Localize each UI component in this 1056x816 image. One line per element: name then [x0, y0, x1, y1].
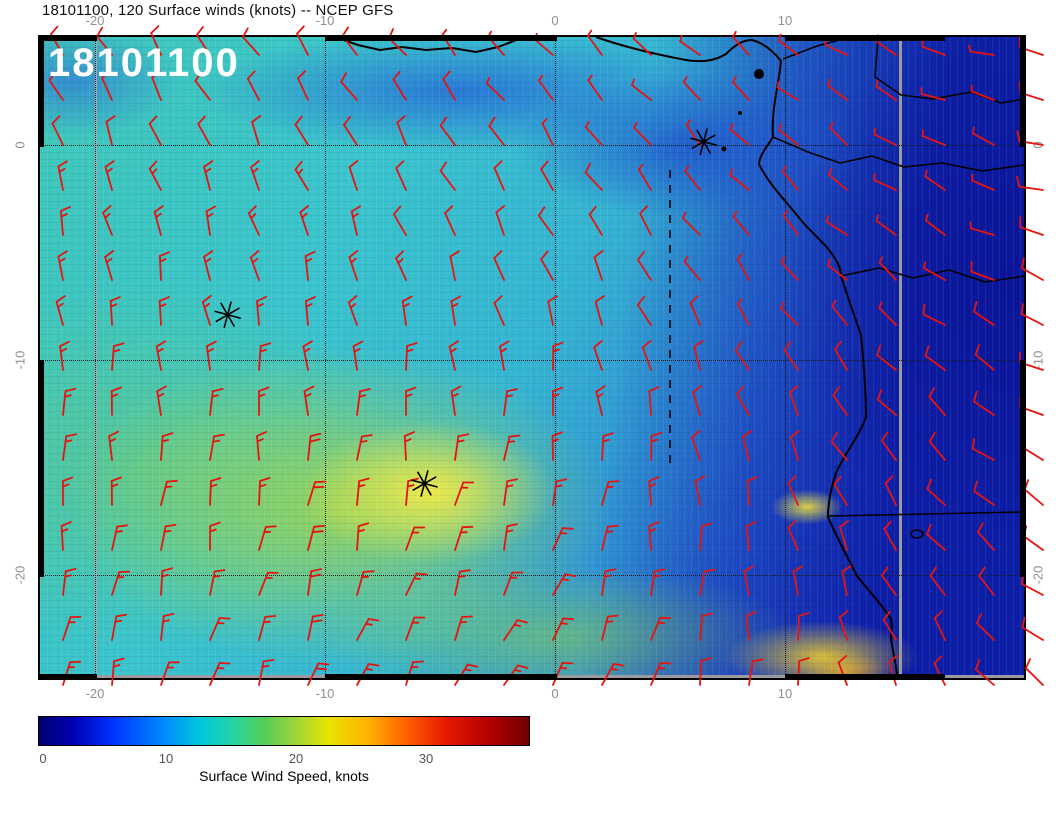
colorbar-label: Surface Wind Speed, knots [199, 768, 369, 784]
lon-tick-bottom-3: 10 [777, 686, 793, 701]
lat-tick-right-0: 0 [1030, 141, 1046, 149]
grid-line-lat-m20 [40, 575, 1024, 576]
frame-bar-bottom-1 [40, 674, 97, 680]
grid-line-lat-0 [40, 145, 1024, 146]
frame-bar-right-1 [1020, 37, 1026, 147]
frame-bar-bottom-3 [785, 674, 945, 680]
frame-bar-left-1 [38, 37, 44, 147]
lon-tick-top-1: -10 [315, 13, 335, 28]
grid-line-lat-m10 [40, 360, 1024, 361]
lat-tick-left-2: -20 [12, 565, 28, 585]
lat-tick-left-1: -10 [12, 350, 28, 370]
grid-line-lon-10 [785, 37, 786, 678]
lon-tick-bottom-0: -20 [85, 686, 105, 701]
run-label: 18101100 [48, 41, 240, 85]
lat-tick-left-0: 0 [12, 141, 28, 149]
gray-meridian-east [899, 37, 902, 678]
colorbar [38, 716, 530, 746]
figure-title: 18101100, 120 Surface winds (knots) -- N… [42, 2, 394, 19]
lon-tick-top-2: 0 [551, 13, 559, 28]
lon-tick-bottom-1: -10 [315, 686, 335, 701]
colorbar-tick-3: 30 [418, 751, 434, 766]
colorbar-tick-1: 10 [158, 751, 174, 766]
grid-line-lon-0 [555, 37, 556, 678]
frame-bar-top-2 [325, 35, 557, 41]
lon-tick-top-3: 10 [777, 13, 793, 28]
frame-bar-left-2 [38, 360, 44, 577]
gray-meridian-west [95, 37, 97, 678]
lon-tick-bottom-2: 0 [551, 686, 559, 701]
lon-tick-top-0: -20 [85, 13, 105, 28]
frame-bar-top-1 [40, 35, 97, 41]
lat-tick-right-2: -20 [1030, 565, 1046, 585]
colorbar-tick-2: 20 [288, 751, 304, 766]
frame-bar-top-3 [785, 35, 945, 41]
colorbar-tick-0: 0 [39, 751, 47, 766]
frame-bar-bottom-2 [325, 674, 557, 680]
wind-speed-field [40, 37, 1024, 678]
grid-line-lon-m10 [325, 37, 326, 678]
map-plot: 18101100 [38, 25, 1044, 686]
lat-tick-right-1: -10 [1030, 350, 1046, 370]
colorbar-gradient [39, 717, 529, 745]
grid-line-lon-m20 [95, 37, 96, 678]
frame-bar-right-2 [1020, 360, 1026, 577]
